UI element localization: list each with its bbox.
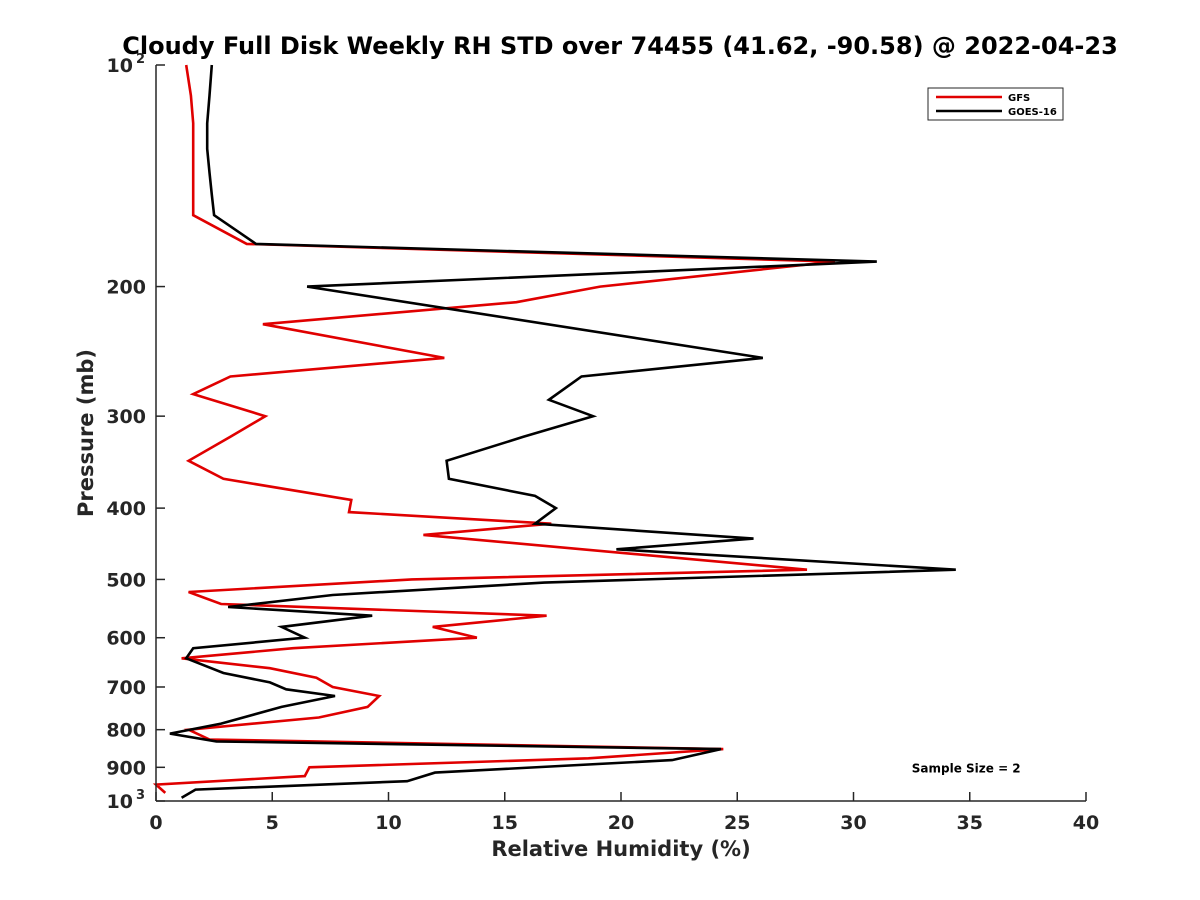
y-tick-label-exponent: 3 (136, 788, 145, 803)
y-tick-label: 200 (106, 277, 146, 299)
sample-size-annotation: Sample Size = 2 (912, 761, 1021, 775)
y-tick-label: 800 (106, 720, 146, 742)
x-tick-label: 0 (149, 812, 162, 834)
chart-title: Cloudy Full Disk Weekly RH STD over 7445… (122, 32, 1118, 60)
y-tick-label: 600 (106, 628, 146, 650)
legend-label: GOES-16 (1008, 107, 1057, 118)
plot-area (152, 64, 956, 799)
y-tick-label: 300 (106, 406, 146, 428)
y-tick-label: 500 (106, 569, 146, 591)
y-tick-label: 10 (107, 55, 133, 77)
y-tick-label: 400 (106, 498, 146, 520)
x-tick-label: 35 (957, 812, 983, 834)
x-ticks: 0 5 10 15 20 25 30 35 40 (149, 792, 1099, 834)
x-tick-label: 30 (840, 812, 866, 834)
x-tick-label: 25 (724, 812, 750, 834)
annotations: Sample Size = 2 (912, 761, 1021, 775)
legend-box (927, 87, 1064, 121)
y-tick-label: 10 (107, 791, 133, 813)
y-tick-label: 700 (106, 677, 146, 699)
series-line-goes-16 (169, 64, 956, 799)
legend-label: GFS (1008, 93, 1030, 104)
x-tick-label: 40 (1073, 812, 1099, 834)
x-axis-label: Relative Humidity (%) (491, 837, 750, 861)
x-tick-label: 5 (266, 812, 279, 834)
legend: GFS GOES-16 (927, 87, 1064, 121)
x-tick-label: 10 (375, 812, 401, 834)
y-tick-label: 900 (106, 757, 146, 779)
y-axis-label: Pressure (mb) (74, 349, 98, 517)
x-tick-label: 15 (492, 812, 518, 834)
y-tick-label-exponent: 2 (136, 52, 145, 67)
x-tick-label: 20 (608, 812, 634, 834)
